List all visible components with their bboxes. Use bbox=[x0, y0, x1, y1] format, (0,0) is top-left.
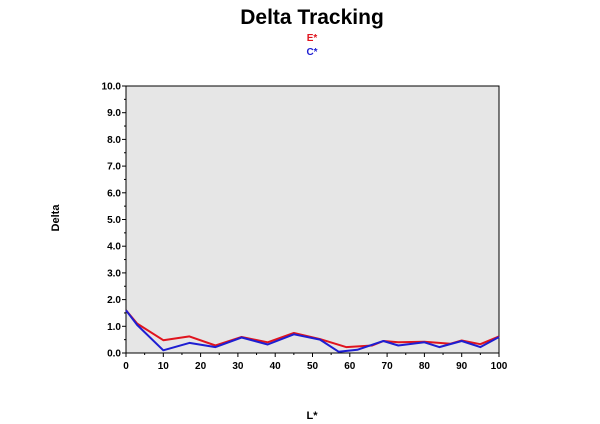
x-tick-label: 0 bbox=[123, 361, 129, 372]
y-tick-label: 9.0 bbox=[107, 108, 121, 119]
y-tick-label: 0.0 bbox=[107, 349, 121, 360]
y-tick-label: 8.0 bbox=[107, 135, 121, 146]
x-tick-label: 20 bbox=[195, 361, 207, 372]
y-tick-label: 5.0 bbox=[107, 215, 121, 226]
x-tick-label: 50 bbox=[307, 361, 319, 372]
y-tick-label: 2.0 bbox=[107, 295, 121, 306]
x-tick-label: 100 bbox=[491, 361, 508, 372]
x-axis-label: L* bbox=[306, 410, 318, 422]
x-tick-label: 70 bbox=[382, 361, 394, 372]
series-line-c bbox=[125, 309, 500, 353]
y-tick-label: 10.0 bbox=[102, 82, 122, 93]
x-tick-label: 80 bbox=[419, 361, 431, 372]
y-tick-label: 4.0 bbox=[107, 242, 121, 253]
x-tick-label: 40 bbox=[270, 361, 282, 372]
x-tick-label: 60 bbox=[344, 361, 356, 372]
y-tick-label: 7.0 bbox=[107, 162, 121, 173]
x-tick-label: 10 bbox=[158, 361, 170, 372]
y-tick-label: 6.0 bbox=[107, 188, 121, 199]
legend-entry-e: E* bbox=[306, 33, 318, 44]
chart-title: Delta Tracking bbox=[240, 6, 384, 29]
x-tick-label: 90 bbox=[456, 361, 468, 372]
legend-entry-c: C* bbox=[306, 47, 318, 58]
plot-area bbox=[125, 85, 500, 354]
x-tick-label: 30 bbox=[232, 361, 244, 372]
y-tick-label: 1.0 bbox=[107, 322, 121, 333]
y-tick-label: 3.0 bbox=[107, 268, 121, 279]
